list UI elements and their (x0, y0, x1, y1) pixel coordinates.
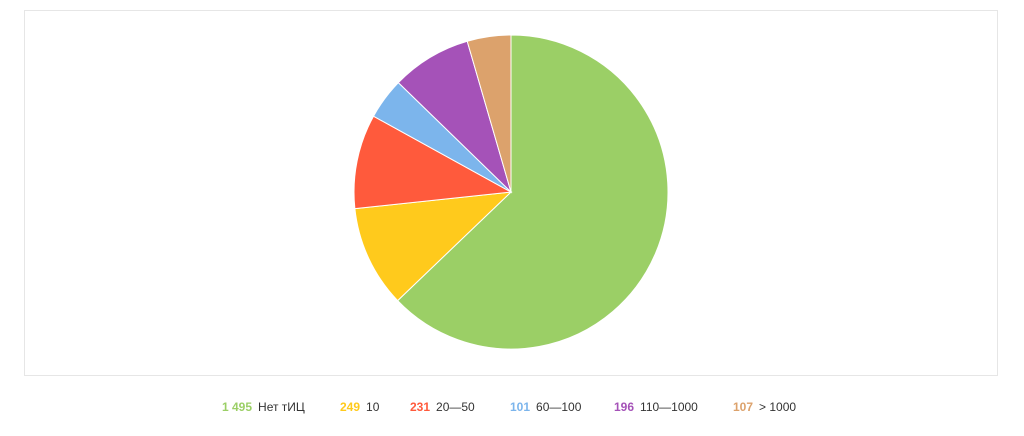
pie-slice (466, 34, 512, 193)
pie-slice (354, 191, 513, 302)
legend-label: Нет тИЦ (258, 400, 305, 414)
pie-slice (353, 115, 513, 210)
legend-label: 10 (366, 400, 380, 414)
legend-label: 60—100 (536, 400, 582, 414)
legend-value: 231 (410, 400, 430, 414)
legend-value: 101 (510, 400, 530, 414)
pie (353, 34, 669, 350)
legend-label: > 1000 (759, 400, 796, 414)
legend-label: 110—1000 (640, 400, 698, 414)
pie-slice (396, 34, 669, 350)
legend-value: 249 (340, 400, 360, 414)
legend: 1 495 Нет тИЦ 249 10 231 20—50 101 60—100 196 110… (222, 400, 796, 414)
legend-value: 107 (733, 400, 753, 414)
legend-value: 1 495 (222, 400, 252, 414)
legend-value: 196 (614, 400, 634, 414)
legend-label: 20—50 (436, 400, 475, 414)
